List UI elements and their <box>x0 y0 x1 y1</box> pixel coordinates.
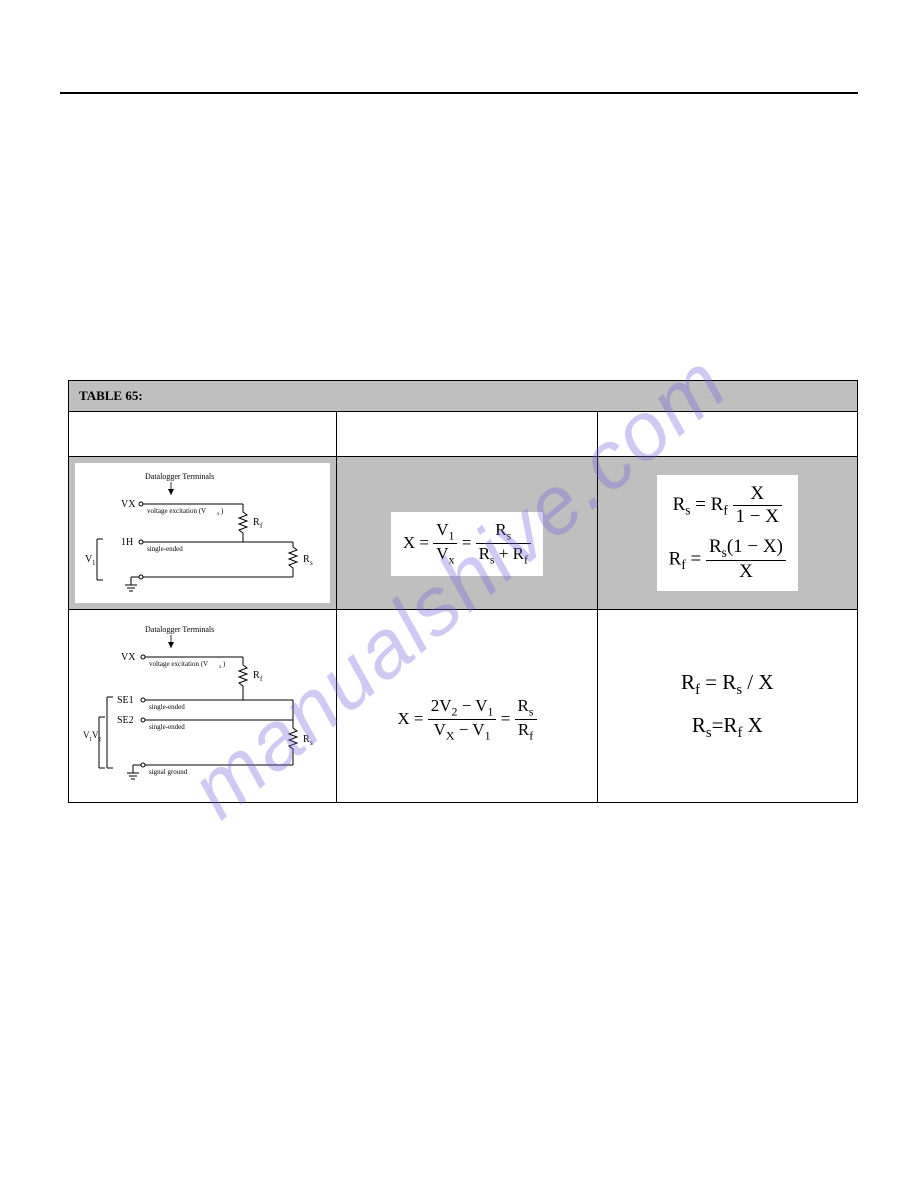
bridge-table: Resistive-Bridge Type and Circuit Diagra… <box>68 411 858 803</box>
svg-text:): ) <box>221 507 224 515</box>
svg-text:VX: VX <box>121 652 136 663</box>
feature-item: BrFull6W() — six-wire full bridge <box>120 343 858 360</box>
intro-p2: Five bridge-measurement CRBasic instruct… <box>100 198 858 216</box>
svg-text:SE1: SE1 <box>117 695 134 706</box>
relation-eq-1: X = V1 Vx = Rs Rs + Rf <box>391 512 543 576</box>
features-list: BrHalf() — half bridge BrHalf3W() — thre… <box>120 236 858 360</box>
circuit-cell-1: Datalogger Terminals VX voltage excitati… <box>69 456 337 609</box>
table-number: TABLE 65: <box>79 388 143 403</box>
svg-text:SE2: SE2 <box>117 715 134 726</box>
header-left: Section 8. Operation <box>60 60 151 72</box>
header-bar <box>60 92 858 94</box>
th-formula: Relational Formulas <box>597 411 857 456</box>
instr-name-2: BrHalf3W() <box>345 668 588 680</box>
svg-text:2: 2 <box>98 737 101 743</box>
svg-text:R: R <box>253 670 260 681</box>
circuit-cell-2: Datalogger Terminals VX voltage excitati… <box>69 609 337 802</box>
formula-cell-1: Rs = Rf X 1 − X Rf = Rs(1 − X) <box>597 456 857 609</box>
svg-text:single-ended: single-ended <box>149 723 185 731</box>
svg-text:voltage excitation (V: voltage excitation (V <box>149 660 208 668</box>
feature-item: BrHalf4W() — four-wire half bridge <box>120 290 858 307</box>
formula-cell-2: Rf = Rs / X Rs=Rf X <box>597 609 857 802</box>
svg-text:Datalogger Terminals: Datalogger Terminals <box>145 625 214 634</box>
formula-2b: Rs=Rf X <box>606 713 849 742</box>
table-title: Resistive-Bridge Circuits with Voltage E… <box>147 391 365 403</box>
th-instr: CRBasic Instruction and Fundamental Rela… <box>337 411 597 456</box>
formula-box-1: Rs = Rf X 1 − X Rf = Rs(1 − X) <box>657 475 798 592</box>
formula-2a: Rf = Rs / X <box>606 670 849 699</box>
svg-text:R: R <box>303 554 310 565</box>
relation-cell-2: BrHalf3W() X = 2V2 − V1 VX − V1 = Rs Rf <box>337 609 597 802</box>
feature-item: BrHalf() — half bridge <box>120 236 858 253</box>
relation-cell-1: BrHalf() X = V1 Vx = Rs Rs + Rf <box>337 456 597 609</box>
svg-text:): ) <box>223 660 226 668</box>
svg-text:x: x <box>219 665 222 670</box>
feature-item: BrHalf3W() — three-wire half bridge <box>120 263 858 280</box>
svg-text:single-ended: single-ended <box>149 703 185 711</box>
svg-text:s: s <box>310 739 313 747</box>
th-circuit: Resistive-Bridge Type and Circuit Diagra… <box>69 411 337 456</box>
header-line: Section 8. Operation <box>60 60 858 72</box>
dl-term-label: Datalogger Terminals <box>145 472 214 481</box>
relation-eq-2: X = 2V2 − V1 VX − V1 = Rs Rf <box>345 696 588 744</box>
feature-item: BrFull() — four-wire full bridge <box>120 316 858 333</box>
page-number: 296 <box>60 1137 75 1148</box>
svg-text:f: f <box>260 522 263 530</box>
page: Section 8. Operation Bridge resistance i… <box>0 0 918 1188</box>
svg-text:1: 1 <box>92 559 96 567</box>
svg-text:f: f <box>260 675 263 683</box>
svg-text:R: R <box>253 517 260 528</box>
svg-text:VX: VX <box>121 499 136 510</box>
circuit-diagram-1: Datalogger Terminals VX voltage excitati… <box>75 463 330 603</box>
intro-block: Bridge resistance is determined by measu… <box>100 114 858 216</box>
table-row: Datalogger Terminals VX voltage excitati… <box>69 609 858 802</box>
circuit-diagram-2: Datalogger Terminals VX voltage excitati… <box>75 616 330 796</box>
svg-text:x: x <box>217 512 220 517</box>
intro-p1: Bridge resistance is determined by measu… <box>100 114 858 186</box>
svg-text:signal ground: signal ground <box>149 768 188 776</box>
svg-text:R: R <box>303 734 310 745</box>
svg-text:1H: 1H <box>121 537 133 548</box>
instr-name-1: BrHalf() <box>345 490 588 502</box>
table-row: Datalogger Terminals VX voltage excitati… <box>69 456 858 609</box>
svg-text:voltage excitation (V: voltage excitation (V <box>147 507 206 515</box>
table-title-row: TABLE 65: Resistive-Bridge Circuits with… <box>68 380 858 411</box>
svg-text:s: s <box>310 559 313 567</box>
table-container: TABLE 65: Resistive-Bridge Circuits with… <box>68 380 858 803</box>
svg-text:single-ended: single-ended <box>147 545 183 553</box>
